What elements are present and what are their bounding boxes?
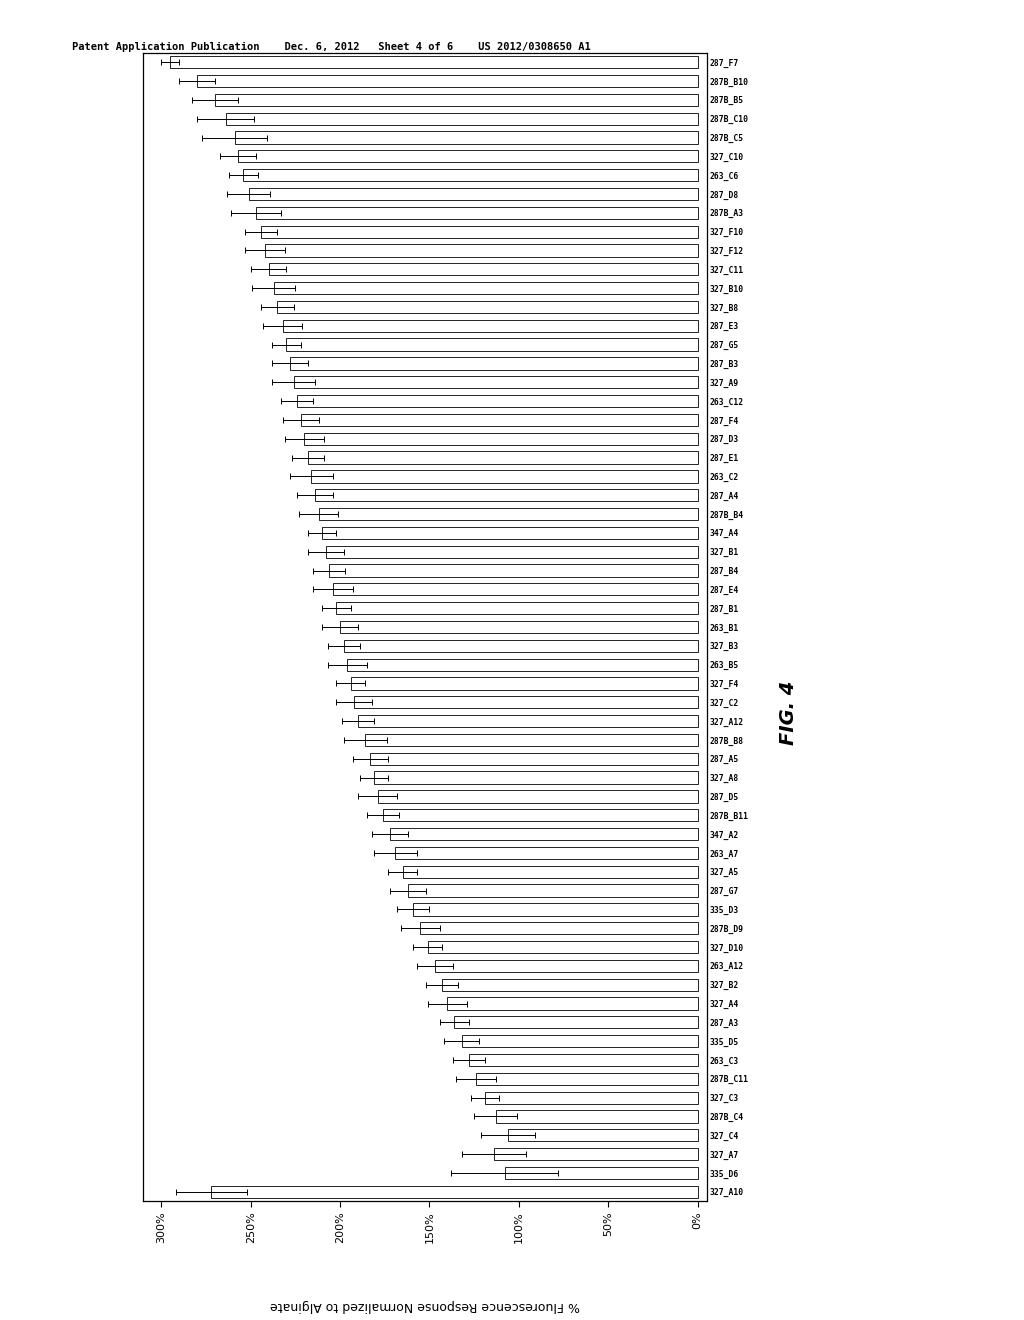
Bar	[239, 150, 697, 162]
Bar	[215, 94, 697, 106]
Bar	[421, 923, 697, 935]
Bar	[484, 1092, 697, 1104]
Bar	[435, 960, 697, 972]
Bar	[371, 752, 697, 764]
Bar	[315, 490, 697, 502]
Bar	[197, 75, 697, 87]
Bar	[378, 791, 697, 803]
Bar	[261, 226, 697, 238]
Bar	[354, 696, 697, 709]
Bar	[333, 583, 697, 595]
Bar	[383, 809, 697, 821]
Bar	[496, 1110, 697, 1122]
Bar	[408, 884, 697, 896]
Bar	[311, 470, 697, 483]
Bar	[211, 1185, 697, 1199]
Bar	[301, 413, 697, 426]
Bar	[340, 620, 697, 634]
Bar	[366, 734, 697, 746]
Bar	[344, 640, 697, 652]
Bar	[326, 545, 697, 558]
Bar	[469, 1053, 697, 1067]
Bar	[256, 207, 697, 219]
Bar	[358, 715, 697, 727]
Bar	[287, 338, 697, 351]
Bar	[442, 978, 697, 991]
Bar	[225, 112, 697, 125]
Bar	[351, 677, 697, 689]
Bar	[268, 263, 697, 276]
Bar	[234, 132, 697, 144]
Bar	[297, 395, 697, 407]
Bar	[337, 602, 697, 614]
Bar	[476, 1073, 697, 1085]
Bar	[290, 358, 697, 370]
Bar	[494, 1148, 697, 1160]
Bar	[447, 998, 697, 1010]
Bar	[294, 376, 697, 388]
Bar	[347, 659, 697, 671]
Bar	[318, 508, 697, 520]
Bar	[455, 1016, 697, 1028]
Bar	[462, 1035, 697, 1047]
Bar	[508, 1129, 697, 1142]
Bar	[402, 866, 697, 878]
Bar	[249, 187, 697, 201]
X-axis label: % Fluorescence Response Normalized to Alginate: % Fluorescence Response Normalized to Al…	[270, 1299, 580, 1312]
Bar	[395, 847, 697, 859]
Bar	[304, 433, 697, 445]
Bar	[170, 55, 697, 69]
Bar	[265, 244, 697, 256]
Bar	[278, 301, 697, 313]
Text: Patent Application Publication    Dec. 6, 2012   Sheet 4 of 6    US 2012/0308650: Patent Application Publication Dec. 6, 2…	[72, 42, 591, 53]
Bar	[414, 903, 697, 916]
Bar	[390, 828, 697, 841]
Text: FIG. 4: FIG. 4	[779, 681, 798, 744]
Bar	[374, 771, 697, 784]
Bar	[308, 451, 697, 463]
Bar	[323, 527, 697, 539]
Bar	[330, 565, 697, 577]
Bar	[428, 941, 697, 953]
Bar	[505, 1167, 697, 1179]
Bar	[283, 319, 697, 331]
Bar	[273, 282, 697, 294]
Bar	[244, 169, 697, 181]
